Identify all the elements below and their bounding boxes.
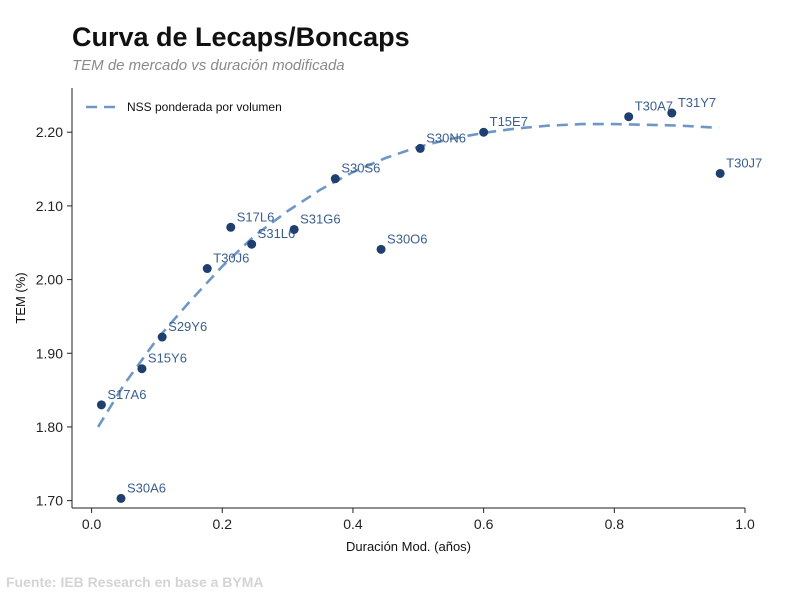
data-point	[330, 174, 340, 184]
x-tick-label: 0.4	[343, 516, 363, 532]
y-tick-label: 2.00	[36, 272, 63, 288]
data-point	[247, 239, 257, 249]
x-tick-label: 0.8	[605, 516, 625, 532]
data-point-label: S31G6	[300, 211, 340, 226]
x-tick-label: 0.2	[213, 516, 233, 532]
data-point-label: T30J6	[213, 251, 249, 266]
y-tick-label: 2.10	[36, 198, 63, 214]
data-point-label: S30A6	[127, 480, 166, 495]
y-axis-title: TEM (%)	[13, 272, 28, 323]
data-point	[96, 400, 106, 410]
fitted-curve-layer	[96, 122, 719, 428]
data-point-label: T15E7	[490, 114, 528, 129]
x-tick-label: 0.0	[82, 516, 102, 532]
axes: 0.0 0.2 0.4 0.6 0.8 1.0 1.70 1.80 1.90 2.00 2.10 2.…	[36, 88, 755, 532]
data-point	[226, 222, 236, 232]
source-note: Fuente: IEB Research en base a BYMA	[6, 574, 264, 590]
data-point-label: S30O6	[387, 231, 427, 246]
data-point-label: S15Y6	[148, 351, 187, 366]
nss-curve-line	[96, 122, 719, 428]
data-point	[289, 224, 299, 234]
data-points-layer: S17A6 S30A6 S15Y6 S29Y6 T30J6 S17L6 S31L6 S31G6…	[96, 95, 762, 503]
data-point-label: S30S6	[341, 161, 380, 176]
data-point	[624, 112, 634, 122]
legend: NSS ponderada por volumen	[86, 100, 282, 114]
data-point-label: S29Y6	[168, 319, 207, 334]
y-tick-label: 1.80	[36, 419, 63, 435]
data-point-label: S30N6	[426, 130, 466, 145]
legend-label: NSS ponderada por volumen	[127, 100, 282, 114]
data-point	[376, 244, 386, 254]
data-point	[715, 168, 725, 178]
data-point	[137, 364, 147, 374]
y-tick-label: 1.70	[36, 493, 63, 509]
data-point-label: T31Y7	[678, 95, 716, 110]
x-axis-title: Duración Mod. (años)	[346, 539, 471, 554]
y-tick-label: 1.90	[36, 345, 63, 361]
data-point-label: T30A7	[635, 99, 673, 114]
data-point	[667, 108, 677, 118]
chart-title: Curva de Lecaps/Boncaps	[72, 22, 410, 52]
x-tick-label: 0.6	[474, 516, 494, 532]
data-point-label: S31L6	[258, 226, 296, 241]
data-point	[202, 264, 212, 274]
data-point	[415, 143, 425, 153]
data-point-label: S17A6	[107, 387, 146, 402]
data-point	[116, 493, 126, 503]
chart-subtitle: TEM de mercado vs duración modificada	[72, 57, 345, 74]
data-point	[479, 127, 489, 137]
y-tick-label: 2.20	[36, 124, 63, 140]
x-tick-label: 1.0	[735, 516, 755, 532]
data-point-label: T30J7	[726, 155, 762, 170]
data-point	[157, 332, 167, 342]
data-point-label: S17L6	[237, 209, 275, 224]
